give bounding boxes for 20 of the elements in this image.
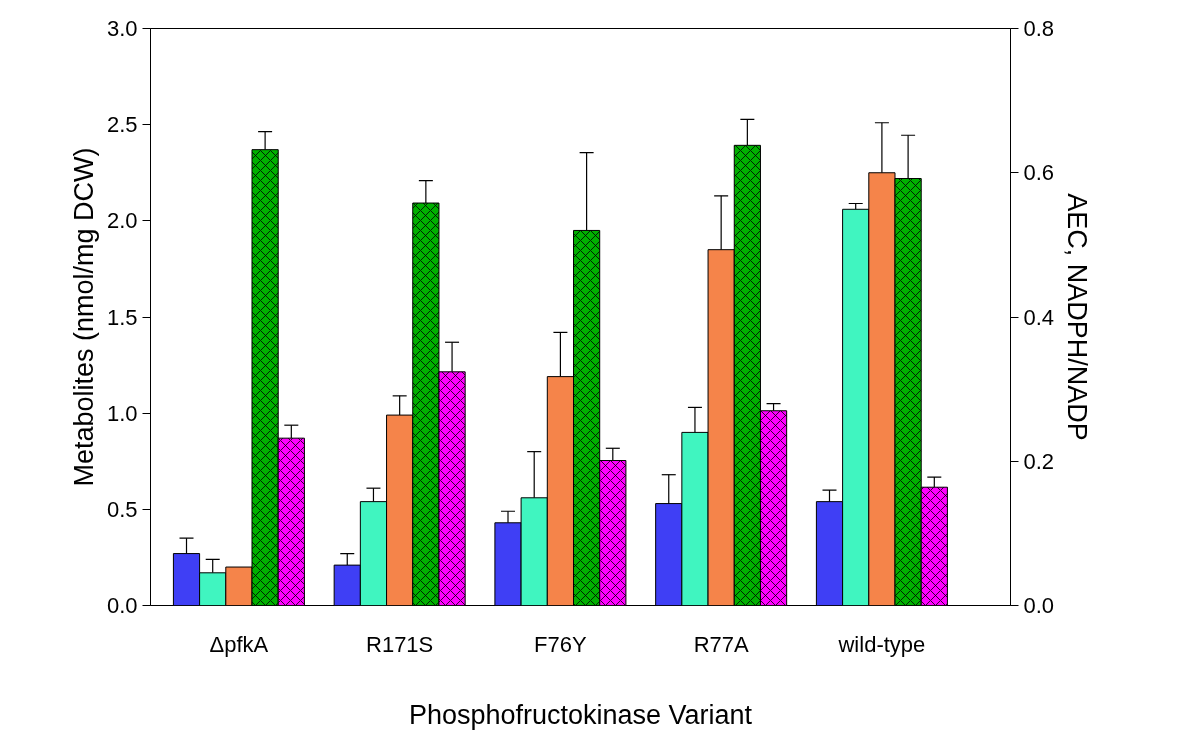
y-tick-label: 1.0 — [106, 400, 138, 426]
y2-tick-label: 0.6 — [1023, 160, 1055, 186]
x-tick-label: R77A — [693, 631, 749, 657]
y-tick-label: 0.5 — [106, 496, 138, 522]
x-axis-title: Phosphofructokinase Variant — [408, 699, 753, 730]
y-tick-label: 0.0 — [106, 593, 138, 618]
y2-tick-label: 0.8 — [1023, 16, 1055, 41]
y-tick-label: 2.0 — [106, 208, 138, 234]
y-axis-title: Metabolites (nmol/mg DCW) — [68, 147, 99, 487]
y2-axis-title: AEC, NADPH/NADP — [1062, 193, 1093, 441]
y2-tick-label: 0.4 — [1023, 304, 1055, 330]
x-tick-label: wild-type — [837, 631, 926, 657]
y-tick-label: 3.0 — [106, 16, 138, 41]
y2-tick-label: 0.2 — [1023, 448, 1055, 474]
y2-tick-label: 0.0 — [1023, 593, 1055, 618]
x-tick-label: R171S — [366, 631, 434, 657]
x-tick-label: F76Y — [534, 631, 588, 657]
y-tick-label: 2.5 — [106, 112, 138, 138]
y-tick-label: 1.5 — [106, 304, 138, 330]
x-tick-label: ΔpfkA — [209, 631, 269, 657]
